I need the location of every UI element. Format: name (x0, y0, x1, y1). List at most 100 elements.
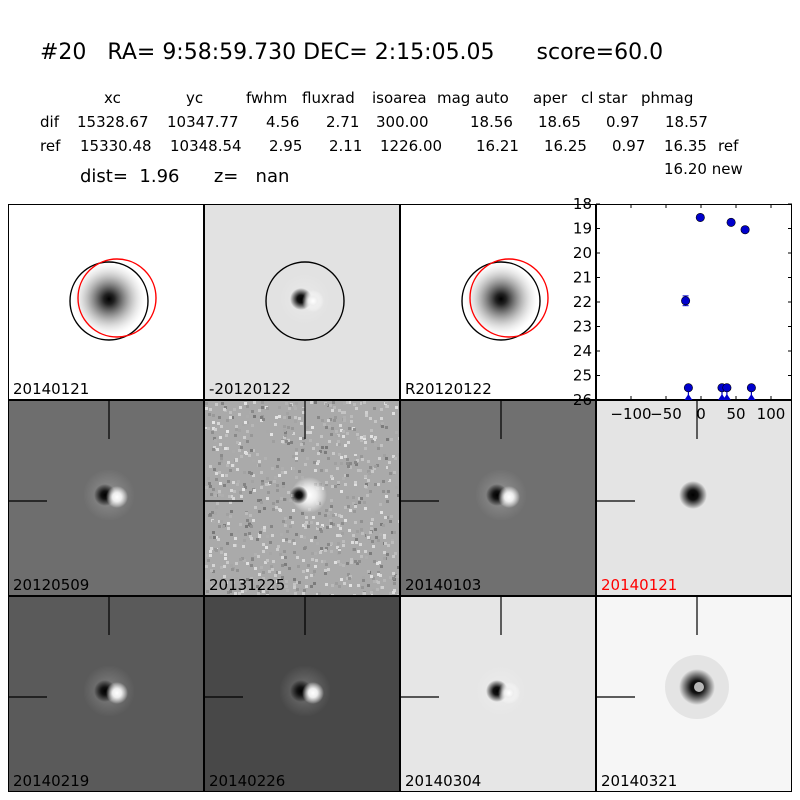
new-mag-note: 16.20 new (664, 160, 743, 178)
x-tick-label: −100 (610, 405, 651, 423)
cell: 2.11 (329, 137, 363, 155)
col-xc: xc (104, 89, 121, 107)
col-fwhm: fwhm (246, 89, 288, 107)
col-yc: yc (186, 89, 204, 107)
row-suffix: ref (718, 137, 739, 155)
cell: 0.97 (612, 137, 646, 155)
stamp-date-label: R20120122 (405, 380, 492, 398)
stamp-date-label: 20140121 (13, 380, 90, 398)
stamp-image (401, 597, 527, 717)
upper-limit-point (746, 383, 756, 393)
x-tick-label: 0 (696, 405, 706, 423)
stamp-panel: 20140121 (596, 400, 792, 596)
z-value: nan (255, 166, 290, 187)
dist-label: dist= (80, 166, 128, 187)
z-label: z= (213, 166, 239, 187)
distance-line: dist= 1.96 z= nan (80, 166, 289, 187)
stamp-panel: 20140226 (204, 596, 400, 792)
x-tick-label: 100 (757, 405, 786, 423)
stamp-image (597, 401, 707, 509)
stamp-image (69, 258, 157, 341)
data-point (681, 296, 691, 306)
x-tick-label: −50 (650, 405, 682, 423)
stamp-panel: R20120122 (400, 204, 596, 400)
upper-limit-arrow (722, 394, 731, 400)
stamp-image (461, 258, 549, 341)
col-aper: aper (533, 89, 568, 107)
stamp-panel: 20140321 (596, 596, 792, 792)
y-tick-label: 21 (573, 269, 592, 287)
score-value: 60.0 (614, 40, 664, 65)
dec-label: DEC= (303, 40, 368, 65)
light-curve-chart: 18 19 20 21 22 23 24 25 26 −100−50 0 50 100 (573, 195, 792, 423)
stamp-date-label: 20140219 (13, 772, 90, 790)
cell: 10348.54 (170, 137, 242, 155)
stamp-date-label: 20140103 (405, 576, 482, 594)
cell: 18.57 (665, 113, 708, 131)
col-cl-star: cl star (581, 89, 628, 107)
upper-limit-arrow (684, 394, 693, 400)
y-tick-label: 25 (573, 367, 592, 385)
y-tick-label: 24 (573, 342, 592, 360)
dec-value: 2:15:05.05 (374, 40, 495, 65)
stamp-date-label: 20120509 (13, 576, 90, 594)
row-name: dif (40, 113, 59, 131)
y-tick-label: 19 (573, 220, 592, 238)
stamp-date-label: 20140304 (405, 772, 482, 790)
upper-limit-point (722, 383, 732, 393)
cell: 2.95 (269, 137, 303, 155)
cell: 18.65 (538, 113, 581, 131)
stamp-date-label: 20131225 (209, 576, 286, 594)
new-mag-value: 16.20 (664, 160, 707, 178)
ra-value: 9:58:59.730 (162, 40, 297, 65)
stamp-date-label: -20120122 (209, 380, 291, 398)
y-tick-label: 20 (573, 244, 592, 262)
stamp-date-label: 20140226 (209, 772, 286, 790)
cell: 1226.00 (380, 137, 443, 155)
cell: 16.21 (476, 137, 519, 155)
stamp-image (9, 401, 135, 521)
stamp-image (205, 597, 331, 717)
y-tick-label: 23 (573, 318, 592, 336)
cell: 15328.67 (77, 113, 149, 131)
stamp-image (9, 597, 135, 717)
y-tick-label: 26 (573, 391, 592, 409)
stamp-panel: 20140103 (400, 400, 596, 596)
ra-label: RA= (107, 40, 156, 65)
stamp-panel: 20120509 (8, 400, 204, 596)
data-point (740, 225, 750, 235)
stamp-panel: 20140219 (8, 596, 204, 792)
row-name: ref (40, 137, 61, 155)
stamp-image (265, 261, 345, 341)
cell: 4.56 (266, 113, 300, 131)
cell: 2.71 (326, 113, 360, 131)
col-fluxrad: fluxrad (302, 89, 355, 107)
stamp-panel: 20140121 (8, 204, 204, 400)
stamp-image (597, 597, 729, 719)
stamp-image (401, 401, 527, 521)
stamp-date-label: 20140121 (601, 576, 678, 594)
x-tick-label: 50 (726, 405, 745, 423)
cell: 16.35 (664, 137, 707, 155)
stamp-panel: 20131225 (204, 400, 400, 596)
score-label: score= (536, 40, 615, 65)
candidate-title: #20 RA= 9:58:59.730 DEC= 2:15:05.05 scor… (40, 40, 663, 65)
cell: 16.25 (544, 137, 587, 155)
cell: 18.56 (470, 113, 513, 131)
data-point (726, 217, 736, 227)
y-tick-label: 18 (573, 195, 592, 213)
upper-limit-arrow (747, 394, 756, 400)
stamp-panel: -20120122 (204, 204, 400, 400)
data-point (695, 212, 705, 222)
stamp-image (205, 401, 399, 595)
cell: 10347.77 (167, 113, 239, 131)
col-isoarea: isoarea (372, 89, 427, 107)
cell: 300.00 (376, 113, 429, 131)
upper-limit-point (683, 383, 693, 393)
col-mag-auto: mag auto (437, 89, 509, 107)
stamp-date-label: 20140321 (601, 772, 678, 790)
cell: 0.97 (606, 113, 640, 131)
new-mag-suffix: new (711, 160, 743, 178)
y-tick-label: 22 (573, 293, 592, 311)
dist-value: 1.96 (139, 166, 180, 187)
